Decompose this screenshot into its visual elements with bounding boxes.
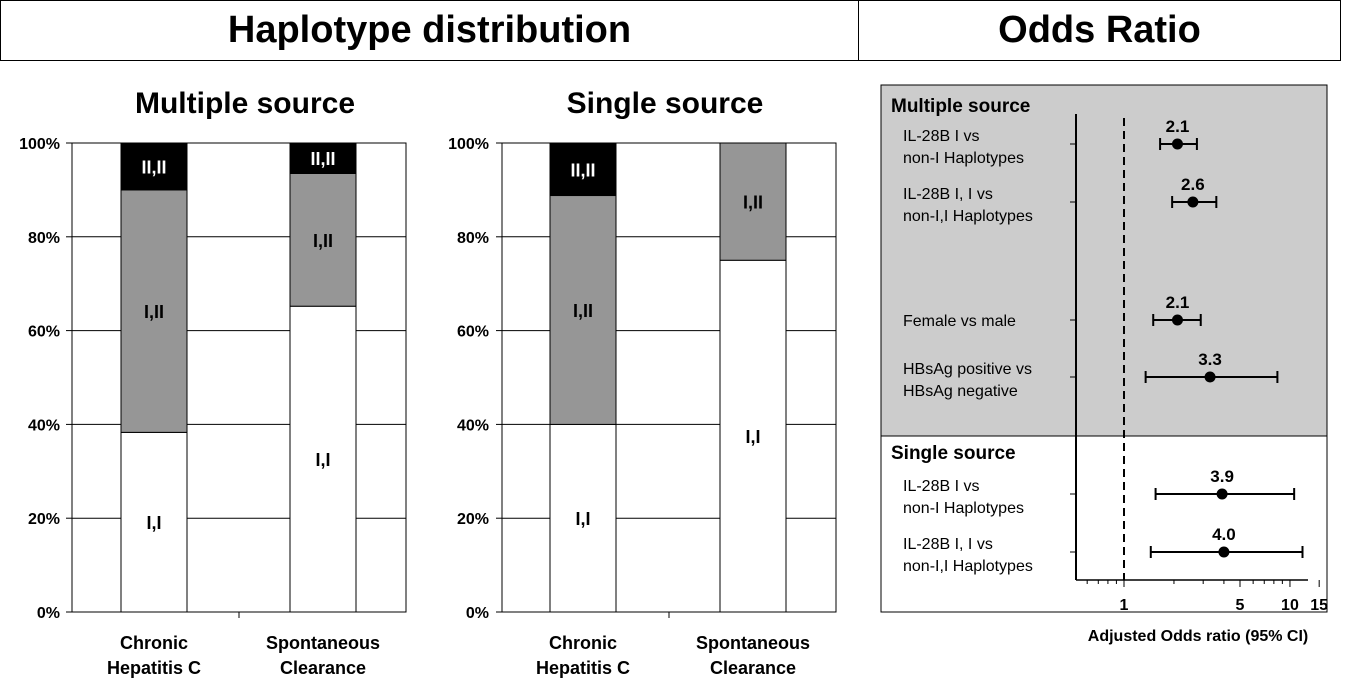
odds-ratio-value-label: 3.3: [1198, 350, 1222, 369]
x-tick-label: 5: [1236, 597, 1245, 614]
segment-label: I,I: [745, 427, 760, 447]
row-label: IL-28B I vs: [903, 478, 979, 495]
row-label: IL-28B I, I vs: [903, 536, 993, 553]
odds-ratio-point: [1216, 488, 1228, 500]
bar-segment-i-i: [120, 431, 188, 613]
x-tick-label: 15: [1310, 597, 1328, 614]
segment-label: I,I: [575, 509, 590, 529]
odds-ratio-title: Odds Ratio: [998, 9, 1201, 51]
segment-label: II,II: [310, 149, 335, 169]
bar-segment-ii-ii: [120, 142, 188, 191]
x-category-label: Clearance: [280, 658, 366, 678]
row-label: HBsAg positive vs: [903, 361, 1032, 378]
bar-segment-ii-ii: [549, 142, 617, 197]
x-category-label: Spontaneous: [266, 633, 380, 653]
segment-label: I,I: [315, 450, 330, 470]
odds-ratio-point: [1218, 546, 1230, 558]
bar-segment-i-ii: [289, 172, 357, 307]
group-title-multiple-source: Multiple source: [891, 96, 1030, 117]
odds-ratio-point: [1204, 371, 1216, 383]
odds-ratio-value-label: 4.0: [1212, 525, 1236, 544]
segment-label: I,II: [313, 231, 333, 251]
bar-segment-i-ii: [719, 142, 787, 261]
odds-ratio-value-label: 2.1: [1166, 293, 1190, 312]
y-tick-label: 40%: [28, 417, 60, 434]
haplotype-distribution-title: Haplotype distribution: [227, 9, 632, 51]
row-label: non-I,I Haplotypes: [903, 558, 1033, 575]
odds-ratio-value-label: 2.1: [1166, 117, 1190, 136]
y-tick-label: 60%: [457, 324, 489, 341]
y-tick-label: 20%: [457, 511, 489, 528]
row-label: IL-28B I, I vs: [903, 186, 993, 203]
y-tick-label: 20%: [28, 511, 60, 528]
x-category-label: Chronic: [120, 633, 188, 653]
x-category-label: Hepatitis C: [536, 658, 630, 678]
y-tick-label: 100%: [448, 136, 489, 153]
x-tick-label: 10: [1281, 597, 1299, 614]
segment-label: I,I: [146, 513, 161, 533]
x-category-label: Spontaneous: [696, 633, 810, 653]
y-tick-label: 100%: [19, 136, 60, 153]
row-label: non-I,I Haplotypes: [903, 208, 1033, 225]
row-label: non-I Haplotypes: [903, 150, 1024, 167]
bar-segment-i-ii: [120, 189, 188, 433]
group-title-single-source: Single source: [891, 443, 1016, 464]
y-tick-label: 0%: [37, 605, 60, 622]
segment-label: I,II: [743, 193, 763, 213]
row-label: Female vs male: [903, 313, 1016, 330]
haplotype-distribution-header: Haplotype distribution: [0, 0, 859, 61]
segment-label: I,II: [144, 302, 164, 322]
odds-ratio-value-label: 2.6: [1181, 175, 1205, 194]
odds-ratio-header: Odds Ratio: [858, 0, 1341, 61]
y-tick-label: 60%: [28, 324, 60, 341]
y-tick-label: 40%: [457, 417, 489, 434]
odds-ratio-point: [1171, 138, 1183, 150]
segment-label: I,II: [573, 301, 593, 321]
y-tick-label: 80%: [457, 230, 489, 247]
x-axis-label: Adjusted Odds ratio (95% CI): [1088, 628, 1308, 645]
single-source-bar-chart: Single source 0% 20% 40% 60% 80% 100% I,I I,II II…: [448, 87, 837, 678]
y-tick-label: 80%: [28, 230, 60, 247]
odds-ratio-point: [1187, 196, 1199, 208]
bar-segment-i-i: [719, 259, 787, 613]
row-label: IL-28B I vs: [903, 128, 979, 145]
x-category-label: Hepatitis C: [107, 658, 201, 678]
x-category-label: Chronic: [549, 633, 617, 653]
segment-label: II,II: [570, 160, 595, 180]
chart-title: Single source: [567, 87, 764, 120]
odds-ratio-point: [1171, 314, 1183, 326]
odds-ratio-value-label: 3.9: [1210, 467, 1234, 486]
segment-label: II,II: [141, 157, 166, 177]
chart-title: Multiple source: [135, 87, 355, 120]
bar-segment-ii-ii: [289, 142, 357, 174]
x-tick-label: 1: [1120, 597, 1129, 614]
multiple-source-bar-chart: Multiple source0%20%40%60%80%100%I,II,II…: [19, 87, 407, 678]
y-tick-label: 0%: [466, 605, 489, 622]
bar-segment-i-i: [549, 423, 617, 613]
bar-segment-i-ii: [549, 195, 617, 425]
row-label: HBsAg negative: [903, 383, 1018, 400]
x-category-label: Clearance: [710, 658, 796, 678]
row-label: non-I Haplotypes: [903, 500, 1024, 517]
